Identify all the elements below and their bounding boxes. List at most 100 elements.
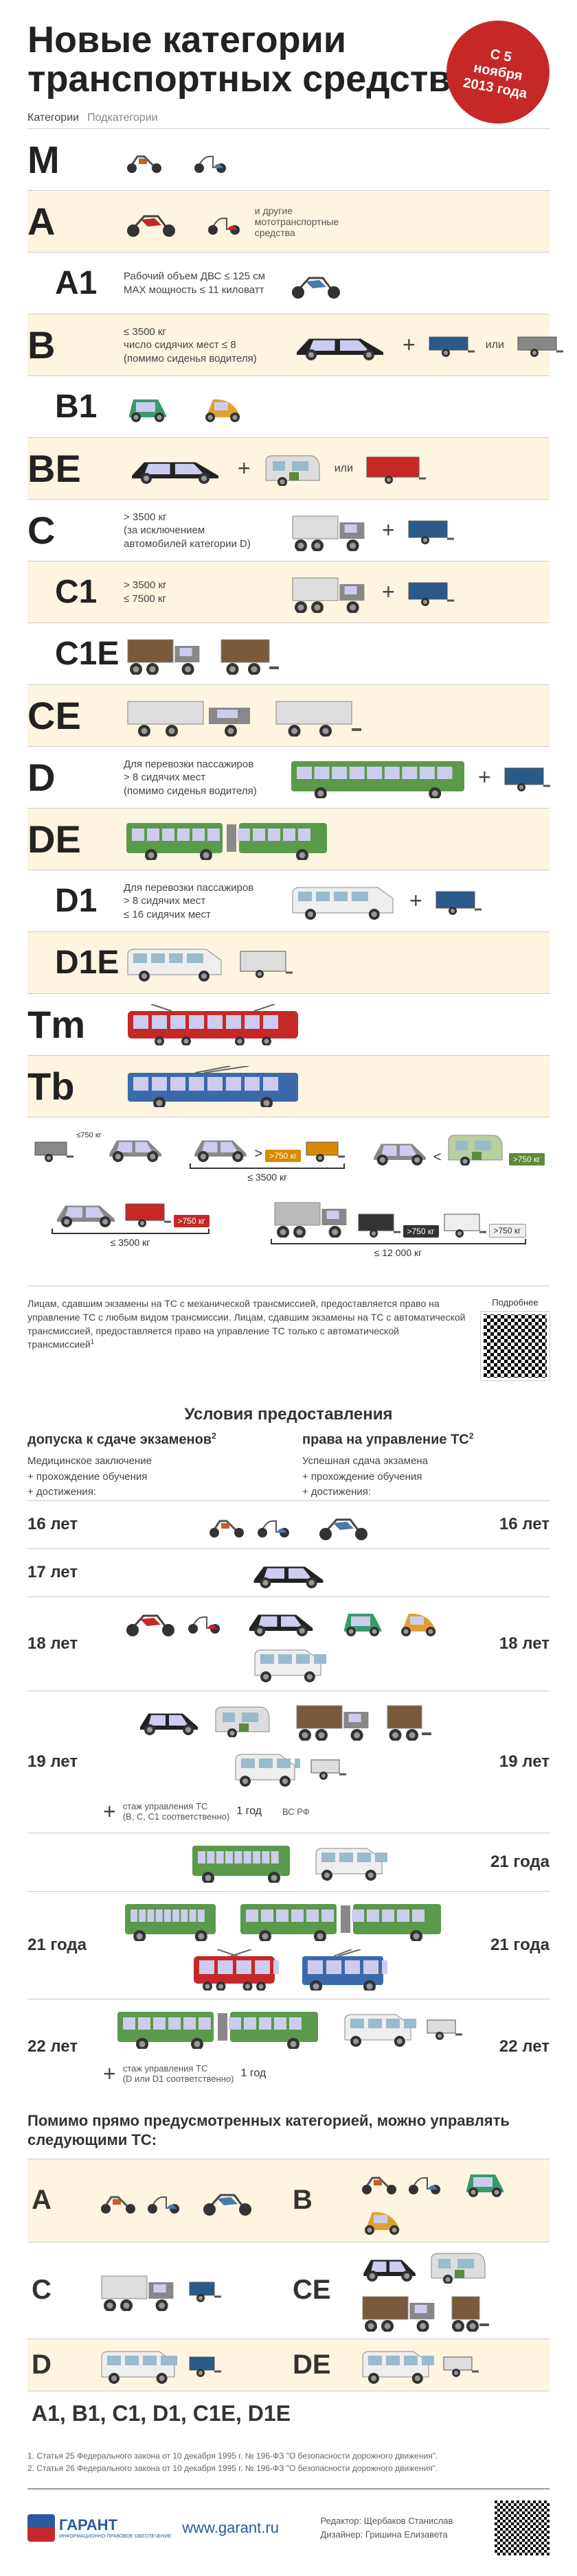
weight-item: >>750 кг≤ 3500 кг (190, 1131, 345, 1183)
designer-credit: Дизайнер: Гришина Елизавета (321, 2528, 453, 2542)
category-label: Tb (27, 1064, 124, 1109)
category-visual (124, 695, 550, 736)
category-row-DE: DE (27, 808, 550, 870)
category-label: C1E (27, 635, 124, 673)
age-right: 21 года (474, 1853, 550, 1872)
footnote-1: 1. Статья 25 Федерального закона от 10 д… (27, 2450, 550, 2462)
age-right: 22 лет (474, 2037, 550, 2056)
category-visual (124, 1004, 550, 1045)
also-label: CE (293, 2275, 348, 2306)
age-right: 18 лет (474, 1634, 550, 1653)
category-desc: Для перевозки пассажиров> 8 сидячих мест… (124, 881, 288, 922)
category-label: B (27, 323, 124, 367)
weight-row-1: ≤750 кг>>750 кг≤ 3500 кг<>750 кг (27, 1131, 550, 1183)
category-row-B: B≤ 3500 кгчисло сидячих мест ≤ 8(помимо … (27, 314, 550, 375)
transmission-note-text: Лицам, сдавшим экзамены на ТС с механиче… (27, 1297, 467, 1351)
category-visual (124, 819, 550, 860)
also-label: A (32, 2185, 87, 2216)
category-visual: + (288, 882, 550, 920)
cond-right-0: Успешная сдача экзамена (302, 1454, 550, 1470)
category-visual: + (288, 757, 550, 798)
category-row-D1E: D1E (27, 931, 550, 993)
age-row-4: 21 года (27, 1833, 550, 1891)
also-label: B (293, 2185, 348, 2216)
qr-code-icon (481, 1312, 550, 1380)
cond-right-2: + достижения: (302, 1485, 550, 1500)
age-visual (103, 1557, 474, 1588)
conditions-title: Условия предоставления (27, 1405, 550, 1424)
category-label: C (27, 508, 124, 553)
age-row-5: 21 года 21 года (27, 1891, 550, 1999)
category-label: DE (27, 817, 124, 861)
category-row-M: M (27, 128, 550, 190)
footer: ГАРАНТ ИНФОРМАЦИОННО-ПРАВОВОЕ ОБЕСПЕЧЕНИ… (27, 2488, 550, 2555)
weight-row-2: >750 кг≤ 3500 кг>750 кг>750 кг≤ 12 000 к… (27, 1196, 550, 1258)
qr-more-box: Подробнее (481, 1297, 550, 1380)
category-visual: +или (288, 329, 563, 360)
cond-right-1: + прохождение обучения (302, 1470, 550, 1485)
category-label: M (27, 137, 124, 182)
category-row-B1: B1 (27, 375, 550, 437)
age-left: 18 лет (27, 1634, 103, 1653)
age-row-3: 19 лет +стаж управления ТС(B, C, C1 соот… (27, 1691, 550, 1833)
title-line-2: транспортных средств (27, 58, 451, 100)
weight-item: ≤750 кг (32, 1131, 166, 1183)
age-visual (103, 1605, 474, 1682)
conditions-right-col: права на управление ТС2 Успешная сдача э… (302, 1431, 550, 1500)
conditions-columns: допуска к сдаче экзаменов2 Медицинское з… (27, 1431, 550, 1500)
category-row-C1: C1> 3500 кг≤ 7500 кг+ (27, 561, 550, 623)
category-note: и другие мототранспортные средства (255, 205, 358, 238)
logo-text: ГАРАНТ (59, 2516, 171, 2534)
title-line-1: Новые категории (27, 19, 346, 60)
category-label: D1E (27, 944, 124, 982)
footnote-2: 2. Статья 26 Федерального закона от 10 д… (27, 2462, 550, 2474)
transmission-note-block: Лицам, сдавшим экзамены на ТС с механиче… (27, 1286, 550, 1391)
also-cell-DE: DE (288, 2339, 550, 2391)
also-full-row: A1, B1, C1, D1, C1E, D1E (27, 2391, 550, 2436)
age-row-0: 16 лет 16 лет (27, 1500, 550, 1548)
category-visual: + (288, 572, 550, 613)
category-row-C: C> 3500 кг(за исключениемавтомобилей кат… (27, 499, 550, 561)
age-visual (103, 1842, 474, 1883)
conditions-left-heading: допуска к сдаче экзаменов2 (27, 1431, 275, 1448)
logo: ГАРАНТ ИНФОРМАЦИОННО-ПРАВОВОЕ ОБЕСПЕЧЕНИ… (27, 2514, 171, 2542)
category-row-D: DДля перевозки пассажиров> 8 сидячих мес… (27, 746, 550, 808)
also-label: DE (293, 2349, 348, 2380)
logo-icon (27, 2514, 55, 2542)
category-desc: > 3500 кг≤ 7500 кг (124, 579, 288, 605)
weight-comparison-section: ≤750 кг>>750 кг≤ 3500 кг<>750 кг >750 кг… (27, 1117, 550, 1286)
category-visual (124, 1066, 550, 1107)
age-visual (103, 1900, 474, 1991)
category-row-A: A и другие мототранспортные средства (27, 190, 550, 252)
qr-more-label: Подробнее (481, 1297, 550, 1308)
category-visual: и другие мототранспортные средства (124, 205, 550, 238)
category-visual (124, 391, 550, 422)
category-label: A1 (27, 264, 124, 302)
age-visual: +стаж управления ТС(B, C, C1 соответстве… (103, 1699, 474, 1824)
also-title: Помимо прямо предусмотренных категорией,… (27, 2111, 550, 2150)
credits: Редактор: Щербаков Станислав Дизайнер: Г… (321, 2514, 453, 2541)
conditions-right-heading: права на управление ТС2 (302, 1431, 550, 1448)
category-row-Tm: Tm (27, 993, 550, 1055)
age-right: 16 лет (474, 1515, 550, 1534)
ages-table: 16 лет 16 лет17 лет18 лет 18 лет19 лет +… (27, 1500, 550, 2095)
col-subcategories: Подкатегории (87, 112, 157, 124)
also-visual (98, 2270, 284, 2311)
also-visual (98, 2185, 284, 2216)
also-grid: A B C CE D DE A1, B1, C1, D1, C1E, D1E (27, 2159, 550, 2436)
also-cell-D: D (27, 2339, 288, 2391)
category-row-A1: A1Рабочий объем ДВС ≤ 125 смMAX мощность… (27, 252, 550, 314)
age-row-2: 18 лет 18 лет (27, 1597, 550, 1691)
editor-credit: Редактор: Щербаков Станислав (321, 2514, 453, 2528)
category-label: Tm (27, 1002, 124, 1047)
logo-subtitle: ИНФОРМАЦИОННО-ПРАВОВОЕ ОБЕСПЕЧЕНИЕ (59, 2534, 171, 2539)
category-visual: + (288, 510, 550, 551)
category-label: D1 (27, 882, 124, 920)
category-label: BE (27, 446, 124, 491)
category-row-BE: BE+или (27, 437, 550, 499)
also-cell-A: A (27, 2159, 288, 2242)
also-label: C (32, 2275, 87, 2306)
weight-item: >750 кг>750 кг≤ 12 000 кг (271, 1196, 526, 1258)
also-label: D (32, 2349, 87, 2380)
also-visual (359, 2346, 545, 2384)
